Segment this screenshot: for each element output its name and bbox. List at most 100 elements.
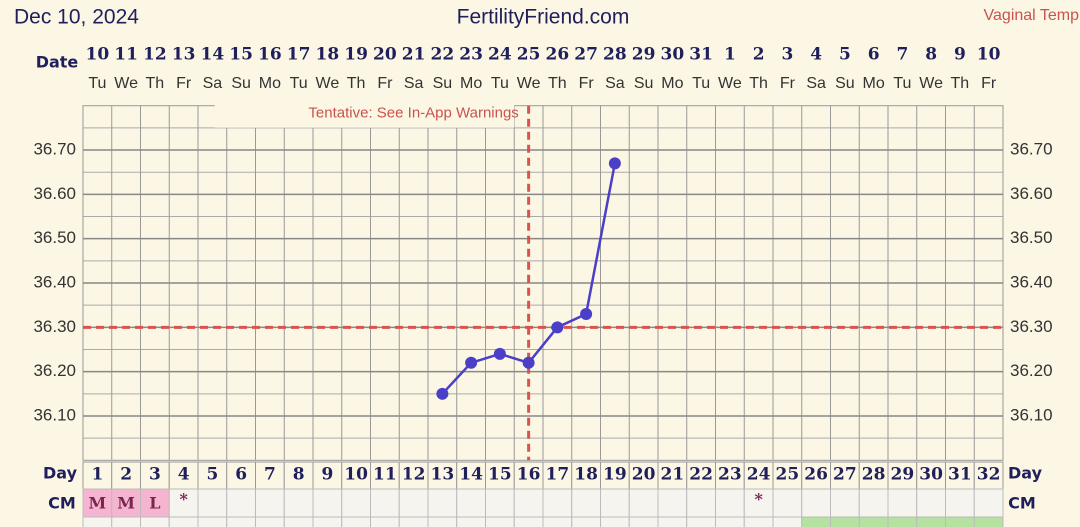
test-cell <box>772 516 803 527</box>
test-cell <box>743 516 774 527</box>
day-cell <box>542 461 573 490</box>
weekday-label: We <box>114 75 138 92</box>
day-label: 6 <box>235 465 247 485</box>
day-cell <box>858 461 889 490</box>
day-cell <box>111 461 141 490</box>
weekday-label: Fr <box>780 75 796 92</box>
cm-cell <box>830 488 860 518</box>
cm-cell <box>197 488 228 518</box>
date-label: 16 <box>258 45 282 65</box>
cm-cell <box>168 488 199 518</box>
day-cell <box>600 461 630 490</box>
weekday-label: Mo <box>460 75 482 92</box>
test-cell <box>916 516 946 527</box>
cm-cell <box>715 488 745 518</box>
date-label: 9 <box>954 45 966 65</box>
cm-cell <box>858 488 889 518</box>
day-label: 21 <box>661 465 685 485</box>
y-tick-label: 36.50 <box>1010 228 1053 247</box>
weekday-label: Fr <box>176 75 192 92</box>
weekday-label: Tu <box>290 75 308 92</box>
date-label: 21 <box>402 45 426 65</box>
day-label: 1 <box>91 465 103 485</box>
test-cell <box>111 516 141 527</box>
date-label: 5 <box>839 45 851 65</box>
weekday-label: Sa <box>203 75 223 92</box>
cm-row-label: CM <box>48 494 76 513</box>
test-cell <box>255 516 285 527</box>
method: Vaginal Temp <box>984 7 1080 24</box>
date-label: 11 <box>114 45 138 65</box>
date-label: 1 <box>724 45 736 65</box>
test-cell <box>197 516 228 527</box>
date-label: 23 <box>459 45 483 65</box>
cm-cell <box>111 488 141 518</box>
test-cell <box>168 516 199 527</box>
date-label: 3 <box>781 45 793 65</box>
date-label: 6 <box>868 45 880 65</box>
test-cell <box>887 516 918 527</box>
weekday-label: Mo <box>863 75 885 92</box>
cm-cell <box>456 488 486 518</box>
weekday-label: We <box>919 75 943 92</box>
day-label: 7 <box>264 465 276 485</box>
y-tick-label: 36.70 <box>33 140 76 159</box>
test-cell <box>858 516 889 527</box>
date-label: 13 <box>172 45 196 65</box>
temp-point <box>551 321 564 334</box>
date-label: 22 <box>431 45 455 65</box>
cm-row-label: CM <box>1008 494 1036 513</box>
weekday-label: Tu <box>88 75 106 92</box>
cm-cell <box>973 488 1004 518</box>
date-label: 8 <box>925 45 937 65</box>
day-label: 5 <box>206 465 218 485</box>
date-label: 12 <box>143 45 167 65</box>
weekday-label: Fr <box>377 75 393 92</box>
day-label: 20 <box>632 465 656 485</box>
date-label: 17 <box>287 45 311 65</box>
date-label: 15 <box>229 45 253 65</box>
day-cell <box>140 461 170 490</box>
test-cell <box>542 516 573 527</box>
day-row-label: Day <box>43 464 78 483</box>
cm-cell <box>370 488 400 518</box>
cm-cell <box>801 488 831 518</box>
weekday-label: We <box>316 75 340 92</box>
temp-point <box>436 387 449 400</box>
cm-cell <box>82 488 113 518</box>
day-cell <box>513 461 544 490</box>
weekday-label: Su <box>231 75 251 92</box>
y-tick-label: 36.50 <box>33 228 76 247</box>
cm-cell <box>686 488 716 518</box>
cm-cell <box>600 488 630 518</box>
test-cell <box>485 516 515 527</box>
day-cell <box>427 461 458 490</box>
weekday-label: Th <box>146 75 165 92</box>
day-label: 9 <box>321 465 333 485</box>
cm-label: M <box>117 494 135 513</box>
test-cell <box>140 516 170 527</box>
note-box <box>214 99 515 128</box>
day-cell <box>312 461 343 490</box>
date-label: 18 <box>316 45 340 65</box>
day-cell <box>485 461 515 490</box>
y-tick-label: 36.10 <box>1010 405 1053 424</box>
day-label: 22 <box>689 465 713 485</box>
weekday-label: We <box>517 75 541 92</box>
date-label: 7 <box>896 45 908 65</box>
test-cell <box>226 516 256 527</box>
day-label: 27 <box>833 465 857 485</box>
date-row-label: Date <box>36 53 79 72</box>
cm-cell <box>887 488 918 518</box>
cm-cell <box>341 488 371 518</box>
date-title: Dec 10, 2024 <box>14 6 139 29</box>
day-cell <box>283 461 314 490</box>
date-label: 2 <box>753 45 765 65</box>
y-tick-label: 36.10 <box>33 405 76 424</box>
day-label: 13 <box>431 465 455 485</box>
day-label: 30 <box>919 465 943 485</box>
test-cell <box>571 516 601 527</box>
cm-cell <box>542 488 573 518</box>
date-label: 31 <box>689 45 713 65</box>
date-label: 19 <box>344 45 368 65</box>
